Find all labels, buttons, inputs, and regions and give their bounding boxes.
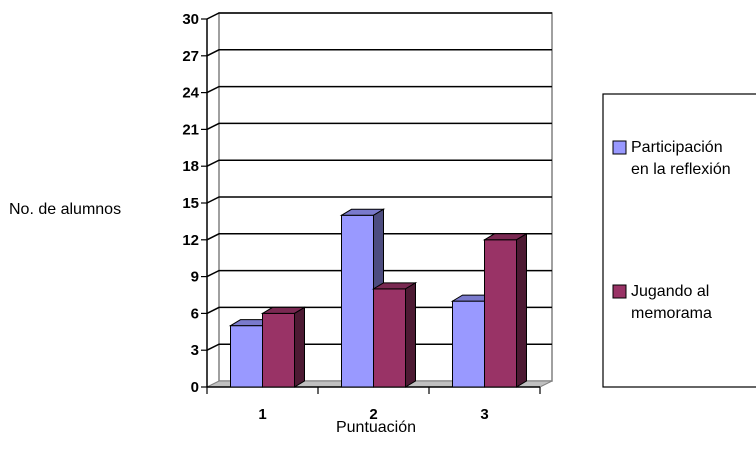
x-tick-label: 2 [369, 406, 377, 423]
y-tick-label: 12 [182, 232, 199, 249]
bars [228, 208, 529, 388]
gridline [206, 196, 552, 204]
x-tick-labels: 1 2 3 [258, 406, 488, 423]
legend-swatch [612, 140, 627, 155]
legend-box [602, 93, 756, 388]
gridline [206, 233, 552, 241]
y-tick-label: 21 [182, 121, 199, 138]
bar-front [230, 325, 263, 388]
gridline [206, 159, 552, 167]
x-tick-label: 3 [480, 406, 488, 423]
bar-front [262, 312, 295, 388]
bar-side [516, 232, 527, 388]
y-tick-label: 6 [191, 305, 199, 322]
legend-label: en la reflexión [631, 161, 731, 178]
y-axis-title: No. de alumnos [9, 201, 121, 218]
gridline [206, 122, 552, 131]
legend-swatch [612, 284, 627, 299]
bar [371, 281, 418, 388]
y-tick-label: 9 [191, 269, 199, 286]
bar-front [373, 288, 406, 388]
gridlines [206, 12, 552, 351]
y-tick-label: 27 [182, 48, 199, 65]
bar [260, 306, 307, 388]
legend-label: Jugando al [631, 283, 709, 300]
bar-front [452, 300, 485, 388]
gridline [206, 85, 552, 94]
y-tick-label: 0 [191, 379, 199, 396]
y-tick-label: 30 [182, 11, 199, 28]
legend-item: Jugando al memorama [612, 283, 712, 322]
x-axis-title: Puntuación [336, 419, 416, 436]
bar-side [294, 306, 305, 388]
gridline [206, 343, 552, 351]
gridline [206, 49, 552, 57]
gridline [206, 269, 552, 278]
y-tick-label: 3 [191, 342, 199, 359]
gridline [206, 12, 552, 20]
y-tick-label: 18 [182, 158, 199, 175]
y-tick-label: 24 [182, 85, 199, 102]
gridline [206, 306, 552, 315]
legend-item: Participación en la reflexión [612, 139, 731, 178]
bar-front [341, 214, 374, 388]
y-tick-labels: 0 3 6 9 12 15 18 21 24 27 30 [182, 11, 199, 396]
x-tick-label: 1 [258, 406, 266, 423]
y-tick-label: 15 [182, 195, 199, 212]
bar-side [405, 281, 416, 388]
bar-front [484, 239, 517, 388]
legend-label: Participación [631, 139, 723, 156]
legend: Participación en la reflexión Jugando al me… [602, 93, 756, 388]
legend-label: memorama [631, 305, 712, 322]
bar [482, 232, 529, 388]
